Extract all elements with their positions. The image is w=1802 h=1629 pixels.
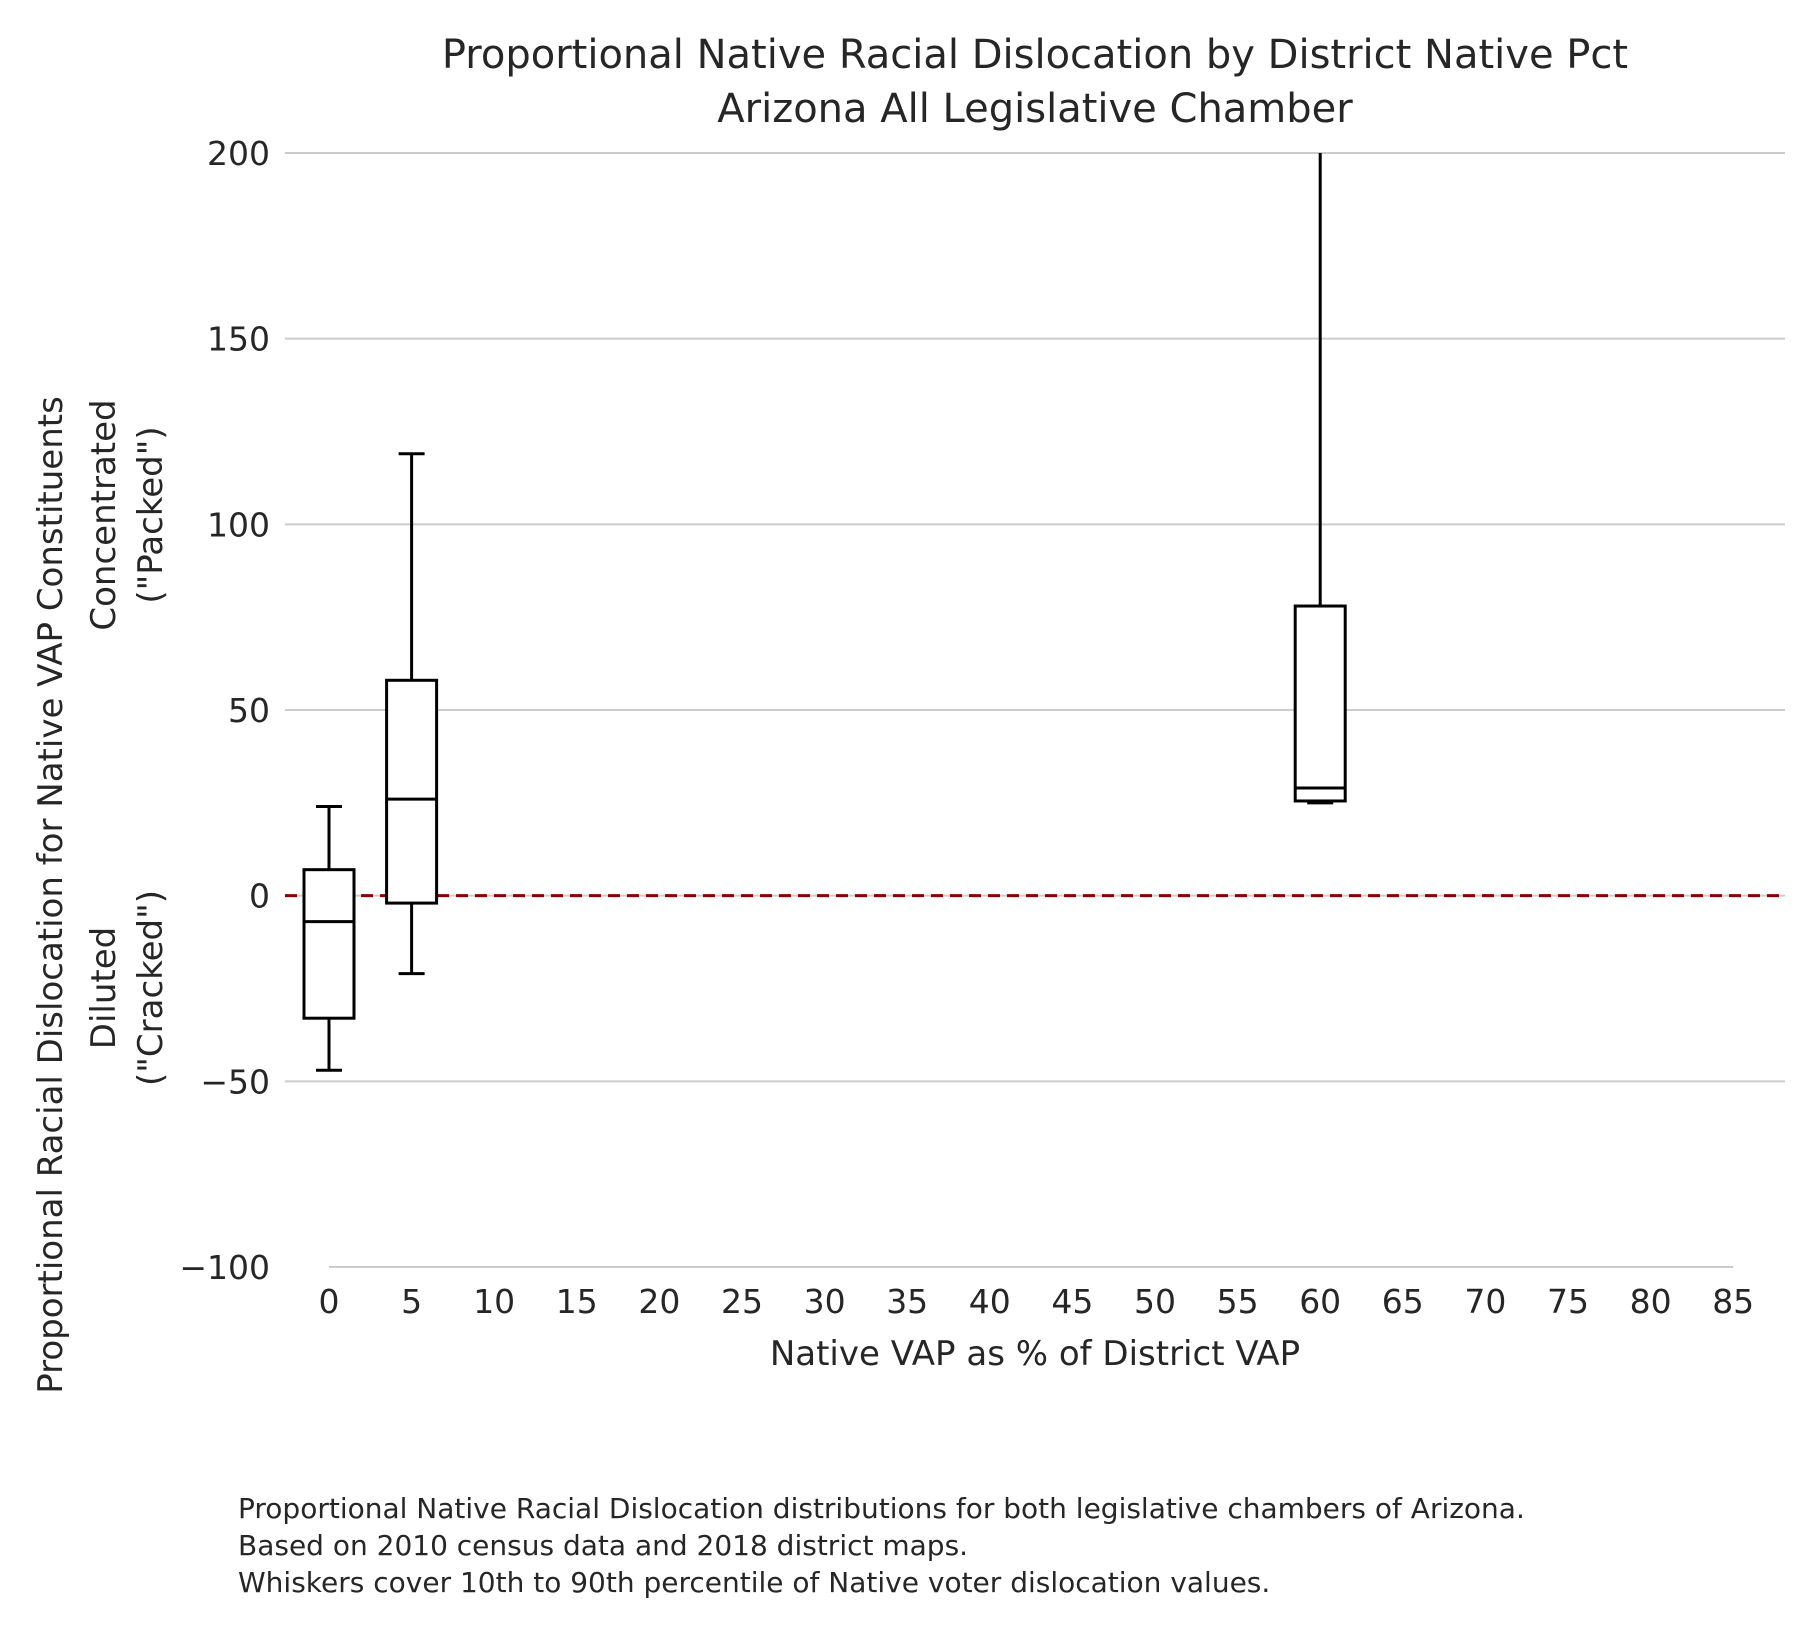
caption-line-2: Based on 2010 census data and 2018 distr…: [238, 1529, 969, 1562]
x-tick-labels: 0 5 10 15 20 25 30 35 40 45 50 55 60 65 70 75 80 85: [319, 1282, 1755, 1321]
box-iqr: [302, 868, 356, 1020]
x-tick-label: 65: [1382, 1282, 1424, 1321]
y-axis-cracked-group-2: ("Cracked"): [131, 890, 171, 1086]
x-tick-label: 60: [1299, 1282, 1341, 1321]
box-iqr: [1293, 604, 1347, 803]
y-axis-label-diluted: Diluted: [84, 927, 124, 1049]
x-tick-label: 30: [804, 1282, 846, 1321]
box-series: [302, 153, 1347, 1072]
y-axis-cracked-group: Diluted: [84, 927, 124, 1049]
y-tick-labels: 200 150 100 50 0 −50 −100: [179, 134, 270, 1287]
x-tick-label: 15: [556, 1282, 598, 1321]
y-tick-label: 50: [228, 691, 270, 730]
boxplot-chart: Proportional Native Racial Dislocation b…: [31, 32, 1785, 1394]
box-group: [302, 805, 356, 1072]
y-tick-label: 100: [207, 505, 270, 544]
figure-caption: Proportional Native Racial Dislocation d…: [238, 1490, 1525, 1601]
x-tick-label: 85: [1712, 1282, 1754, 1321]
x-tick-label: 55: [1217, 1282, 1259, 1321]
x-tick-label: 75: [1547, 1282, 1589, 1321]
chart-title-line-1: Proportional Native Racial Dislocation b…: [442, 32, 1628, 78]
x-axis-label: Native VAP as % of District VAP: [770, 1334, 1300, 1374]
y-axis-packed-group: Concentrated: [84, 399, 124, 630]
chart-title-line-2: Arizona All Legislative Chamber: [717, 86, 1353, 132]
x-tick-label: 40: [969, 1282, 1011, 1321]
caption-line-3: Whiskers cover 10th to 90th percentile o…: [238, 1566, 1271, 1599]
box-group: [1293, 153, 1347, 805]
y-axis-label-group: Proportional Racial Dislocation for Nati…: [31, 396, 71, 1394]
y-tick-label: 150: [207, 320, 270, 359]
x-tick-label: 5: [401, 1282, 422, 1321]
y-tick-label: −50: [200, 1062, 270, 1101]
x-tick-label: 70: [1464, 1282, 1506, 1321]
y-tick-label: 0: [249, 877, 270, 916]
caption-line-1: Proportional Native Racial Dislocation d…: [238, 1492, 1525, 1525]
x-tick-label: 20: [638, 1282, 680, 1321]
y-tick-label: −100: [179, 1248, 270, 1287]
y-tick-label: 200: [207, 134, 270, 173]
x-tick-label: 25: [721, 1282, 763, 1321]
box-iqr: [385, 678, 439, 905]
x-tick-label: 0: [319, 1282, 340, 1321]
y-axis-label-packed: ("Packed"): [131, 426, 171, 603]
x-tick-label: 10: [473, 1282, 515, 1321]
x-tick-label: 50: [1134, 1282, 1176, 1321]
y-gridlines: [285, 152, 1785, 1083]
x-tick-label: 80: [1630, 1282, 1672, 1321]
box-group: [385, 452, 439, 976]
x-tick-label: 35: [886, 1282, 928, 1321]
y-axis-packed-group-2: ("Packed"): [131, 426, 171, 603]
y-axis-label-cracked: ("Cracked"): [131, 890, 171, 1086]
y-axis-label-main: Proportional Racial Dislocation for Nati…: [31, 396, 71, 1394]
y-axis-label-concentrated: Concentrated: [84, 399, 124, 630]
x-tick-label: 45: [1051, 1282, 1093, 1321]
